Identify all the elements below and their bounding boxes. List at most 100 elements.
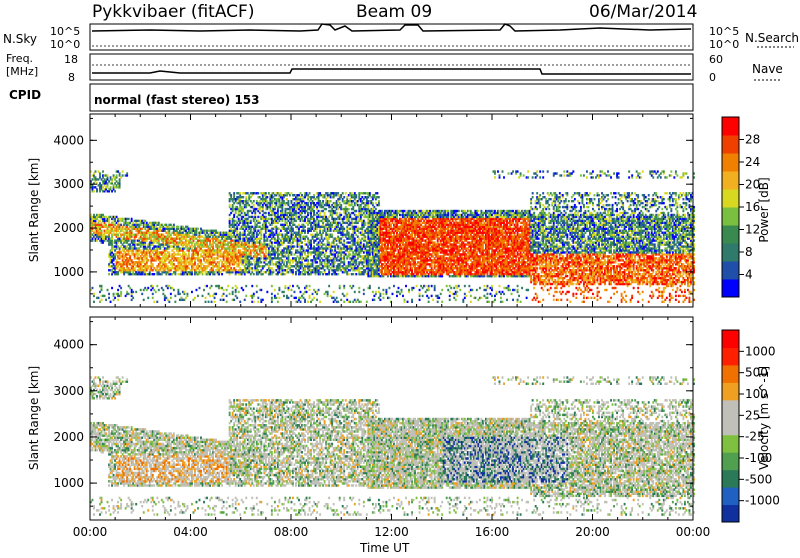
power-cell <box>319 301 321 303</box>
power-cell <box>303 247 305 249</box>
power-cell <box>287 200 289 202</box>
power-cell <box>102 170 104 172</box>
power-cell <box>336 212 338 214</box>
power-cell <box>292 269 294 271</box>
power-cell <box>294 291 296 293</box>
power-cell <box>197 228 199 230</box>
power-cell <box>283 295 285 297</box>
power-cell <box>309 295 311 297</box>
power-cell <box>324 212 326 214</box>
power-cell <box>369 192 371 194</box>
power-cell <box>131 218 133 220</box>
power-cell <box>309 192 311 194</box>
power-cell <box>352 285 354 287</box>
power-cell <box>324 269 326 271</box>
sky-noise-line <box>92 24 691 31</box>
sky-noise-panel: N.Sky 10^5 10^0 10^5 10^0 N.Search <box>3 24 799 51</box>
power-cell <box>257 192 259 194</box>
power-cell <box>111 287 113 289</box>
power-cell <box>107 289 109 291</box>
power-cell <box>233 192 235 194</box>
power-cell <box>101 230 103 232</box>
power-cell <box>287 297 289 299</box>
power-cell <box>379 293 381 295</box>
power-cell <box>343 285 345 287</box>
power-cell <box>342 192 344 194</box>
power-cell <box>245 285 247 287</box>
power-cell <box>307 301 309 303</box>
power-cell <box>376 192 378 194</box>
power-cell <box>179 293 181 295</box>
power-cell <box>366 301 368 303</box>
power-cell <box>260 261 262 263</box>
power-cell <box>292 285 294 287</box>
power-cell <box>340 299 342 301</box>
power-cell <box>275 297 277 299</box>
power-cell <box>385 289 387 291</box>
power-cell <box>236 287 238 289</box>
power-cell <box>382 293 384 295</box>
power-cell <box>363 293 365 295</box>
power-cell <box>375 208 377 210</box>
power-cell <box>93 190 95 192</box>
power-cell <box>328 285 330 287</box>
power-cell <box>143 299 145 301</box>
power-cell <box>266 291 268 293</box>
freq-left-tick-bottom: 8 <box>68 71 75 84</box>
power-cell <box>95 170 97 172</box>
power-cell <box>135 291 137 293</box>
power-cell <box>343 239 345 241</box>
cpid-label: CPID <box>9 88 41 102</box>
power-cell <box>116 174 118 176</box>
power-cell <box>379 299 381 301</box>
power-cell <box>245 196 247 198</box>
power-cell <box>101 285 103 287</box>
power-cell <box>300 291 302 293</box>
power-cell <box>99 172 101 174</box>
power-cell <box>206 285 208 287</box>
power-cell <box>348 208 350 210</box>
power-cell <box>108 293 110 295</box>
power-cell <box>209 295 211 297</box>
power-cell <box>229 204 231 206</box>
power-cell <box>101 299 103 301</box>
power-cell <box>260 255 262 257</box>
power-cell <box>378 287 380 289</box>
power-cell <box>292 228 294 230</box>
power-cell <box>289 285 291 287</box>
power-cell <box>232 287 234 289</box>
power-cell <box>183 291 185 293</box>
power-cell <box>364 236 366 238</box>
power-cell <box>348 232 350 234</box>
station-title: Pykkvibaer (fitACF) <box>92 2 254 22</box>
power-cell <box>114 190 116 192</box>
power-cell <box>364 222 366 224</box>
power-cell <box>170 293 172 295</box>
power-cell <box>107 174 109 176</box>
power-cell <box>119 172 121 174</box>
power-cell <box>229 218 231 220</box>
power-cell <box>93 293 95 295</box>
power-cell <box>221 273 223 275</box>
power-cell <box>363 289 365 291</box>
power-cell <box>336 297 338 299</box>
power-cell <box>98 297 100 299</box>
power-cell <box>352 273 354 275</box>
power-cell <box>360 301 362 303</box>
power-cell <box>337 301 339 303</box>
power-cell <box>226 301 228 303</box>
power-cell <box>244 299 246 301</box>
power-cell <box>156 301 158 303</box>
power-cell <box>266 226 268 228</box>
power-cell <box>110 186 112 188</box>
power-cell <box>251 285 253 287</box>
power-cell <box>174 301 176 303</box>
power-cell <box>226 295 228 297</box>
power-cell <box>309 289 311 291</box>
power-cell <box>333 291 335 293</box>
power-cell <box>354 237 356 239</box>
power-cell <box>199 287 201 289</box>
power-cell <box>153 301 155 303</box>
power-cell <box>300 301 302 303</box>
power-cell <box>327 291 329 293</box>
